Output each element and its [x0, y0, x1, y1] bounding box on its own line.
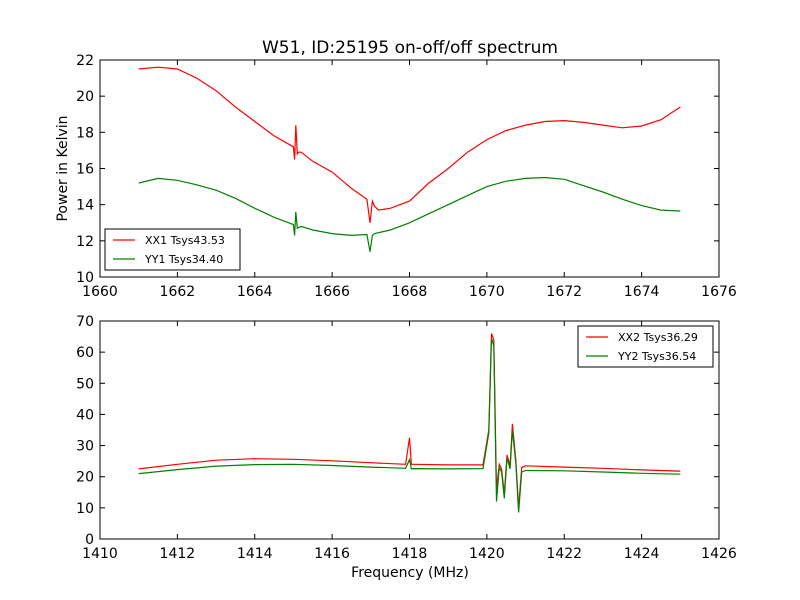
legend-label: YY2 Tsys36.54: [617, 350, 696, 363]
legend-label: YY1 Tsys34.40: [144, 253, 223, 266]
x-tick-label: 1418: [392, 546, 428, 562]
x-tick-label: 1668: [392, 284, 428, 300]
y-tick-label: 10: [76, 270, 94, 286]
x-tick-label: 1414: [237, 546, 273, 562]
bottom-chart: 1410 1412 1414 1416 1418 1420 1422 1424 1426 0 10 2…: [76, 314, 737, 562]
y-tick-label: 40: [76, 407, 94, 423]
legend-label: XX2 Tsys36.29: [618, 331, 698, 344]
x-tick-label: 1420: [469, 546, 505, 562]
x-tick-label: 1670: [469, 284, 505, 300]
x-axis-label: Frequency (MHz): [351, 565, 469, 581]
legend-label: XX1 Tsys43.53: [145, 234, 225, 247]
x-tick-label: 1410: [82, 546, 118, 562]
x-tick-label: 1422: [546, 546, 582, 562]
y-tick-label: 70: [76, 314, 94, 330]
y-tick-label: 20: [76, 470, 94, 486]
x-tick-label: 1412: [160, 546, 196, 562]
y-tick-label: 16: [76, 162, 94, 178]
x-tick-label: 1672: [546, 284, 582, 300]
x-tick-label: 1416: [314, 546, 350, 562]
y-tick-label: 60: [76, 345, 94, 361]
legend-box: [104, 228, 241, 271]
x-tick-label: 1424: [624, 546, 660, 562]
series-line-1: [138, 337, 681, 513]
y-tick-label: 10: [76, 501, 94, 517]
y-tick-label: 30: [76, 439, 94, 455]
series-line-0: [138, 66, 681, 223]
x-tick-label: 1426: [701, 546, 737, 562]
legend-box: [577, 325, 714, 368]
top-chart: 1660 1662 1664 1666 1668 1670 1672 1674 1676 10 12…: [55, 53, 737, 300]
series-line-0: [138, 333, 681, 508]
y-tick-label: 50: [76, 376, 94, 392]
x-tick-label: 1676: [701, 284, 737, 300]
y-axis-label: Power in Kelvin: [55, 115, 71, 221]
figure-title: W51, ID:25195 on-off/off spectrum: [262, 38, 558, 58]
y-tick-label: 14: [76, 198, 94, 214]
y-tick-label: 12: [76, 234, 94, 250]
y-tick-label: 20: [76, 89, 94, 105]
x-tick-label: 1660: [82, 284, 118, 300]
series-line-1: [138, 176, 681, 252]
x-tick-label: 1674: [624, 284, 660, 300]
y-tick-label: 22: [76, 53, 94, 69]
x-tick-label: 1664: [237, 284, 273, 300]
y-tick-label: 18: [76, 125, 94, 141]
x-tick-label: 1662: [160, 284, 196, 300]
x-tick-label: 1666: [314, 284, 350, 300]
y-tick-label: 0: [85, 532, 94, 548]
